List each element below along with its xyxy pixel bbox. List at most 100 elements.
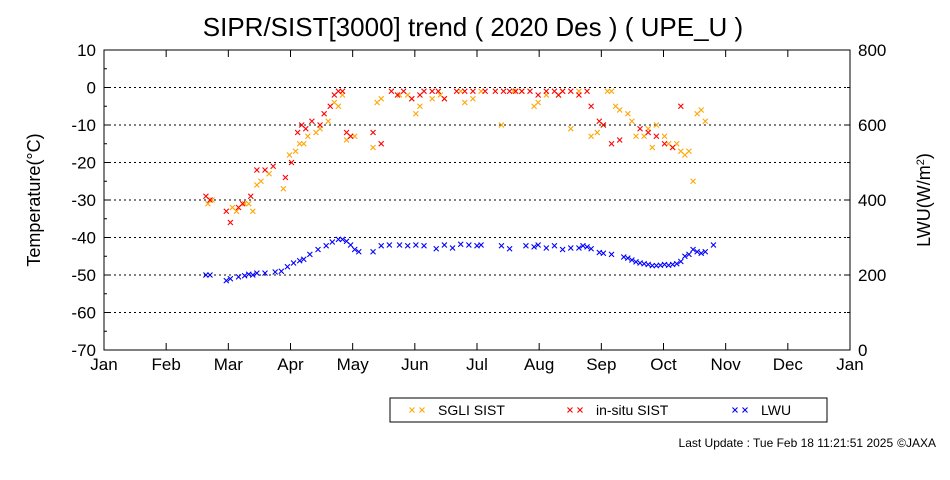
data-point	[347, 133, 354, 140]
legend-label: SGLI SIST	[438, 402, 505, 418]
data-point	[698, 107, 705, 113]
legend-marker	[577, 407, 583, 413]
data-point	[421, 242, 427, 249]
y2-axis-label: LWU(W/m2)	[914, 153, 934, 247]
data-point	[492, 88, 499, 95]
legend-label: in-situ SIST	[596, 402, 669, 418]
data-point	[523, 242, 529, 249]
data-point	[482, 88, 489, 95]
data-point	[258, 178, 264, 185]
data-point	[506, 88, 513, 95]
data-point	[351, 246, 358, 253]
x-tick-label: Mar	[214, 355, 244, 374]
data-point	[421, 88, 427, 95]
data-point	[441, 95, 448, 102]
data-point	[209, 197, 215, 203]
data-point	[698, 250, 705, 257]
data-point	[253, 167, 260, 173]
data-point	[321, 110, 328, 117]
data-point	[629, 257, 635, 263]
data-point	[323, 242, 330, 249]
data-point	[682, 253, 688, 260]
data-point	[241, 272, 248, 279]
data-point	[292, 148, 299, 155]
data-point	[249, 272, 256, 278]
data-point	[239, 200, 246, 207]
data-point	[245, 200, 252, 207]
data-point	[567, 125, 574, 132]
data-point	[465, 242, 472, 248]
data-point	[394, 92, 401, 98]
data-point	[608, 251, 615, 258]
data-point	[653, 122, 660, 128]
data-point	[653, 133, 660, 140]
x-tick-label: Oct	[650, 355, 677, 374]
data-point	[278, 268, 285, 275]
data-point	[315, 246, 321, 253]
x-tick-label: Feb	[152, 355, 181, 374]
data-point	[370, 248, 376, 255]
data-point	[512, 88, 519, 95]
data-point	[535, 242, 542, 248]
data-point	[677, 258, 684, 265]
data-point	[567, 88, 574, 95]
data-point	[227, 219, 234, 226]
data-point	[594, 129, 601, 136]
data-point	[280, 185, 287, 192]
y-tick-label: -30	[71, 191, 96, 210]
y-tick-label: -50	[71, 266, 96, 285]
y-tick-label: -20	[71, 154, 96, 173]
data-point	[378, 95, 385, 102]
data-point	[686, 148, 692, 155]
data-point	[677, 103, 684, 110]
data-point	[412, 110, 419, 117]
data-point	[661, 133, 668, 140]
y2-tick-label: 200	[858, 266, 886, 285]
axis-ticks: 100-10-20-30-40-50-60-708006004002000Jan…	[71, 41, 886, 374]
y2-tick-label: 600	[858, 116, 886, 135]
data-point	[588, 103, 595, 110]
y-axis-label: Temperature(°C)	[24, 133, 44, 266]
data-point	[249, 208, 256, 215]
data-point	[690, 178, 696, 185]
data-point	[339, 236, 346, 243]
data-point	[576, 245, 582, 251]
legend-marker	[409, 407, 415, 413]
data-point	[543, 245, 550, 251]
data-point	[543, 88, 550, 95]
data-point	[435, 88, 442, 95]
data-point	[335, 103, 342, 110]
data-point	[317, 122, 323, 128]
x-tick-label: Jan	[90, 355, 117, 374]
data-point	[300, 140, 307, 147]
legend-marker	[732, 407, 738, 413]
series-lwu	[203, 236, 717, 284]
data-point	[378, 242, 385, 249]
y2-tick-label: 0	[858, 341, 867, 360]
data-point	[304, 133, 311, 140]
data-point	[588, 245, 595, 252]
data-point	[262, 270, 268, 277]
y2-tick-label: 800	[858, 41, 886, 60]
data-point	[441, 242, 448, 248]
data-point	[386, 242, 393, 248]
data-point	[608, 88, 615, 95]
data-point	[608, 140, 615, 147]
data-point	[306, 251, 313, 258]
data-point	[370, 129, 376, 136]
data-point	[580, 242, 586, 249]
series-sgli-sist	[205, 88, 709, 215]
data-point	[616, 107, 623, 113]
data-point	[567, 245, 574, 251]
y-tick-label: 0	[87, 79, 96, 98]
data-point	[223, 277, 230, 284]
data-point	[600, 250, 607, 257]
data-point	[637, 125, 643, 132]
data-point	[518, 88, 525, 95]
data-point	[270, 163, 277, 170]
data-point	[702, 118, 709, 125]
data-point	[284, 263, 291, 270]
data-point	[559, 246, 566, 253]
data-point	[400, 88, 407, 95]
